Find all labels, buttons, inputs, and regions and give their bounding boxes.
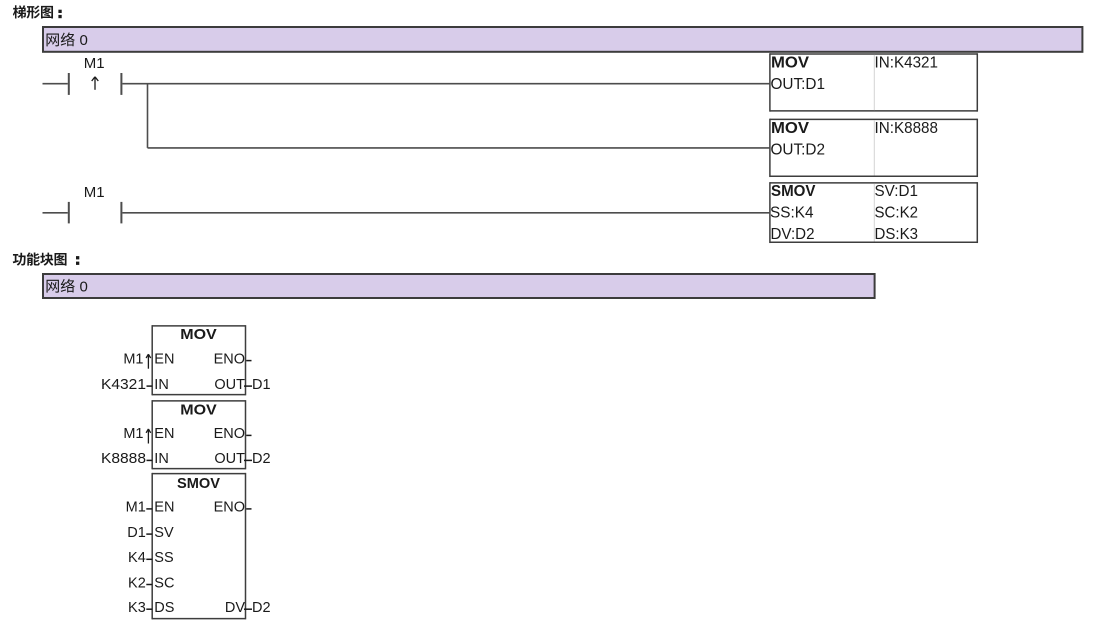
- svg-text:0: 0: [80, 279, 88, 296]
- svg-text:IN:K8888: IN:K8888: [875, 120, 939, 137]
- svg-text:DS: DS: [154, 600, 174, 616]
- svg-text:DV: DV: [225, 600, 245, 616]
- svg-text:OUT:D1: OUT:D1: [771, 76, 826, 93]
- svg-text:D1: D1: [252, 377, 271, 393]
- svg-text:ENO: ENO: [214, 351, 245, 367]
- svg-text:D1: D1: [127, 525, 146, 541]
- svg-text:OUT:D2: OUT:D2: [771, 141, 826, 158]
- svg-text:K2: K2: [128, 575, 146, 591]
- svg-text:SC:K2: SC:K2: [875, 205, 919, 222]
- svg-text:D2: D2: [252, 600, 271, 616]
- svg-text:M1: M1: [123, 426, 143, 442]
- svg-text:K8888: K8888: [101, 451, 146, 467]
- svg-text:M1: M1: [126, 500, 146, 516]
- svg-text:EN: EN: [154, 500, 174, 516]
- svg-text:MOV: MOV: [180, 326, 217, 343]
- svg-text:SV:D1: SV:D1: [875, 183, 919, 200]
- svg-text:DS:K3: DS:K3: [875, 226, 919, 243]
- svg-text:K4: K4: [128, 550, 146, 566]
- svg-text:OUT: OUT: [214, 377, 245, 393]
- svg-text:ENO: ENO: [214, 426, 245, 442]
- svg-text:D2: D2: [252, 451, 271, 467]
- svg-text:0: 0: [80, 32, 88, 49]
- svg-text:IN:K4321: IN:K4321: [875, 54, 939, 71]
- svg-text:SC: SC: [154, 575, 174, 591]
- svg-text:SV: SV: [154, 525, 174, 541]
- svg-text:SMOV: SMOV: [771, 183, 816, 200]
- svg-text:K3: K3: [128, 600, 146, 616]
- svg-text:M1: M1: [84, 55, 105, 72]
- svg-text:EN: EN: [154, 426, 174, 442]
- svg-text:MOV: MOV: [771, 120, 810, 137]
- svg-text:SMOV: SMOV: [177, 475, 220, 492]
- svg-text:MOV: MOV: [771, 54, 810, 71]
- svg-text:IN: IN: [154, 451, 169, 467]
- svg-text:OUT: OUT: [214, 451, 245, 467]
- svg-text:EN: EN: [154, 351, 174, 367]
- svg-text:DV:D2: DV:D2: [771, 226, 815, 243]
- svg-text:IN: IN: [154, 377, 169, 393]
- svg-text:M1: M1: [123, 351, 143, 367]
- svg-text:SS: SS: [154, 550, 173, 566]
- svg-text:M1: M1: [84, 184, 105, 201]
- svg-text:K4321: K4321: [101, 377, 146, 393]
- svg-text:SS:K4: SS:K4: [770, 205, 814, 222]
- svg-text:MOV: MOV: [180, 401, 217, 418]
- svg-text:ENO: ENO: [214, 500, 245, 516]
